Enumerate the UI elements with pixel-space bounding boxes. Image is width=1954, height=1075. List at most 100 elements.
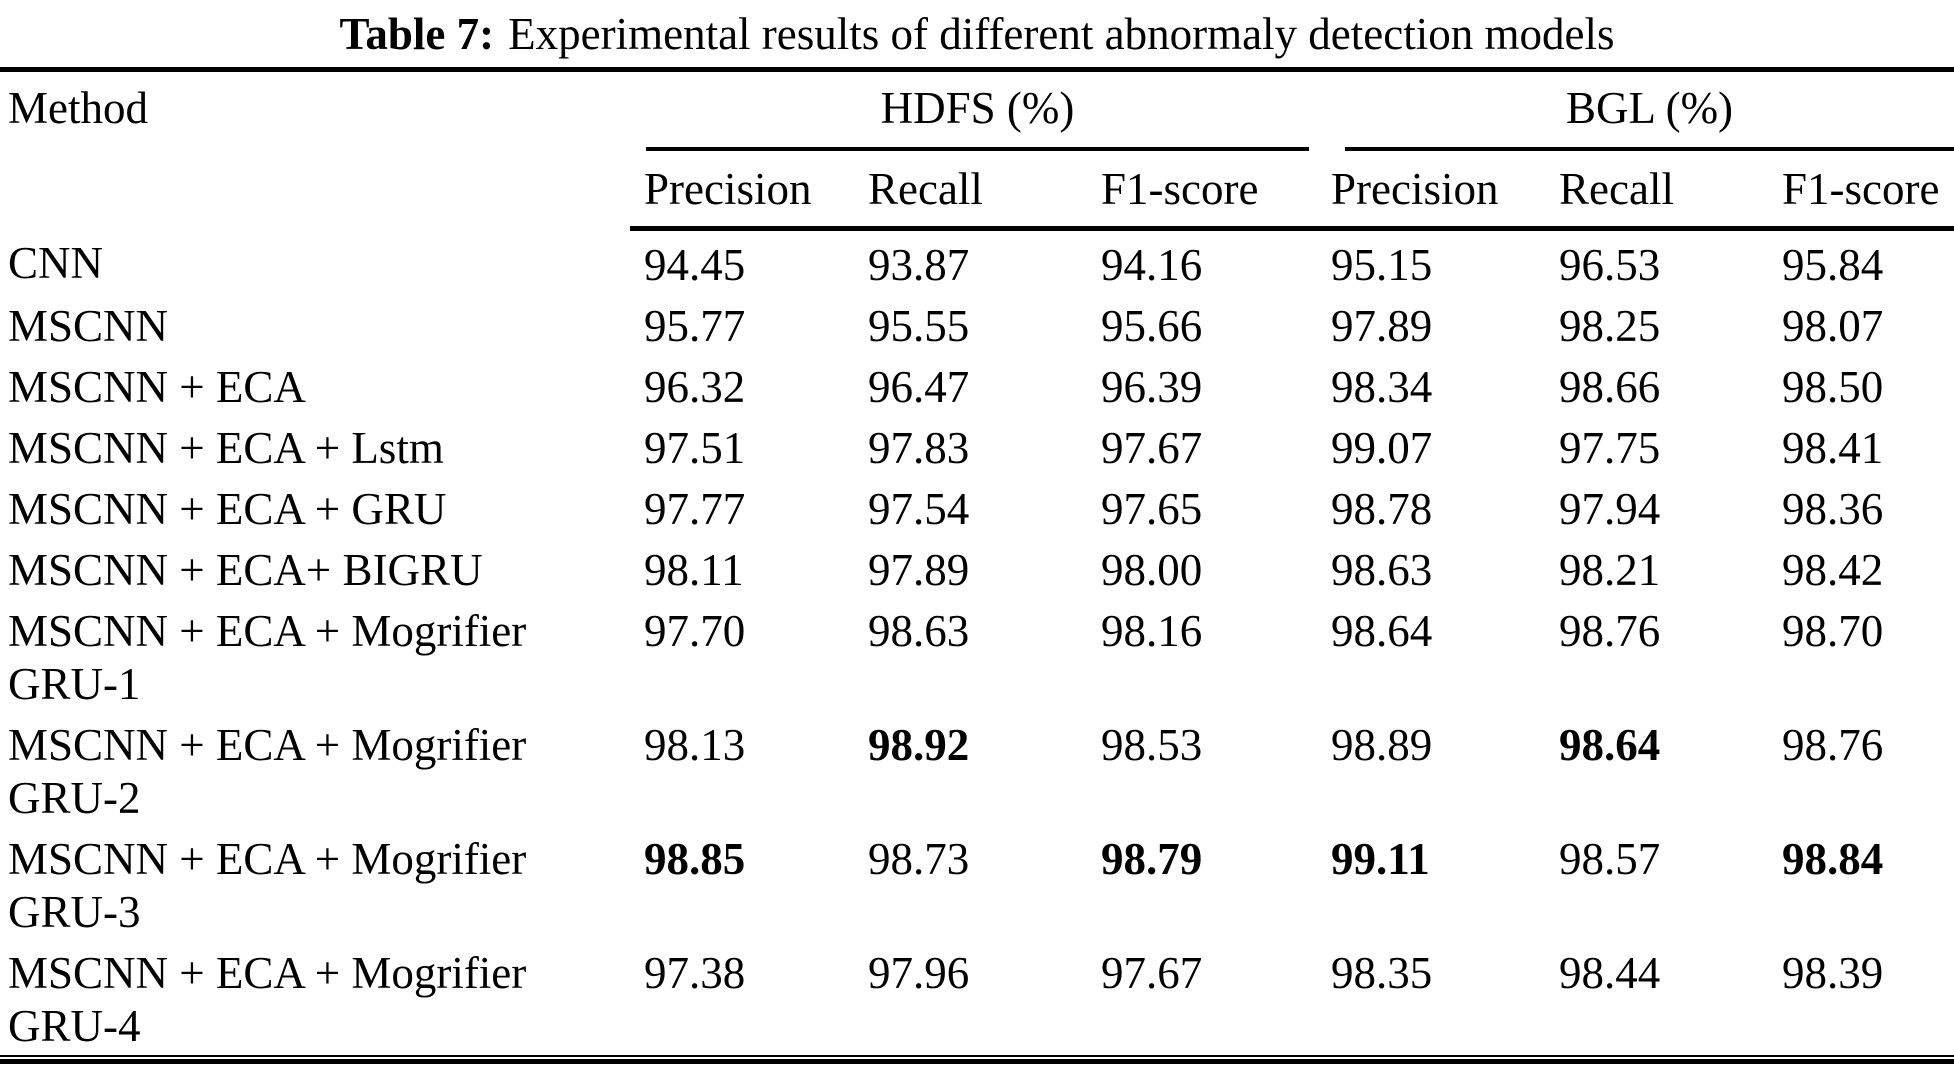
metric-cell: 98.84 [1782,834,1884,884]
metric-cell: 95.77 [644,301,746,351]
metric-cell: 98.34 [1331,362,1433,412]
metric-cell: 93.87 [868,240,970,290]
method-cell: MSCNN + ECA+ BIGRU [8,545,483,595]
metric-cell: 98.50 [1782,362,1884,412]
metric-cell: 98.07 [1782,301,1884,351]
metric-cell: 97.77 [644,484,746,534]
metric-cell: 98.64 [1559,720,1661,770]
method-cell: MSCNN + ECA + Mogrifier GRU-3 [8,834,527,937]
subheader-hdfs-f1: F1-score [1087,151,1318,231]
metric-cell: 98.39 [1782,948,1884,998]
metric-cell: 97.89 [868,545,970,595]
metric-cell: 97.51 [644,423,746,473]
caption-text: Experimental results of different abnorm… [508,9,1615,59]
metric-cell: 97.89 [1331,301,1433,351]
metric-cell: 96.32 [644,362,746,412]
table-row: MSCNN + ECA + Mogrifier GRU-3 98.85 98.7… [0,825,1954,939]
method-cell: MSCNN [8,301,169,351]
metric-cell: 99.07 [1331,423,1433,473]
group-header-bgl: BGL (%) [1317,70,1954,151]
metric-cell: 98.70 [1782,606,1884,656]
hdfs-group-underline: HDFS (%) [646,82,1310,151]
subheader-bgl-precision: Precision [1317,151,1546,231]
metric-cell: 98.66 [1559,362,1661,412]
bottom-double-rule [0,1055,1954,1064]
metric-cell: 98.00 [1101,545,1203,595]
metric-cell: 98.73 [868,834,970,884]
method-cell: MSCNN + ECA [8,362,306,412]
caption-label: Table 7: [339,9,495,59]
metric-cell: 97.94 [1559,484,1661,534]
method-cell: MSCNN + ECA + Mogrifier GRU-4 [8,948,527,1051]
subheader-bgl-recall: Recall [1545,151,1769,231]
metric-cell: 98.76 [1559,606,1661,656]
metric-cell: 98.35 [1331,948,1433,998]
metric-cell: 96.53 [1559,240,1661,290]
metric-cell: 97.67 [1101,948,1203,998]
table-row: MSCNN + ECA + Mogrifier GRU-2 98.13 98.9… [0,711,1954,825]
metric-cell: 98.63 [868,606,970,656]
metric-cell: 95.15 [1331,240,1433,290]
table-row: MSCNN + ECA 96.32 96.47 96.39 98.34 98.6… [0,353,1954,414]
subheader-bgl-f1: F1-score [1768,151,1954,231]
method-cell: CNN [8,237,104,288]
metric-cell: 97.96 [868,948,970,998]
metric-cell: 98.25 [1559,301,1661,351]
table-caption: Table 7: Experimental results of differen… [0,0,1954,67]
metric-cell: 98.76 [1782,720,1884,770]
method-cell: MSCNN + ECA + Lstm [8,423,444,473]
metric-cell: 95.66 [1101,301,1203,351]
metric-cell: 94.45 [644,240,746,290]
metric-cell: 97.54 [868,484,970,534]
method-cell: MSCNN + ECA + Mogrifier GRU-2 [8,720,527,823]
metric-cell: 98.21 [1559,545,1661,595]
bgl-group-underline: BGL (%) [1345,82,1954,151]
metric-cell: 98.64 [1331,606,1433,656]
table-row: MSCNN + ECA + GRU 97.77 97.54 97.65 98.7… [0,475,1954,536]
metric-cell: 98.44 [1559,948,1661,998]
table-row: MSCNN + ECA + Lstm 97.51 97.83 97.67 99.… [0,414,1954,475]
group-header-hdfs: HDFS (%) [630,70,1317,151]
table-row: CNN 94.45 93.87 94.16 95.15 96.53 95.84 [0,229,1954,293]
group-header-row: Method HDFS (%) BGL (%) [0,70,1954,151]
metric-cell: 99.11 [1331,834,1430,884]
table-row: MSCNN + ECA + Mogrifier GRU-4 97.38 97.9… [0,939,1954,1053]
method-cell: MSCNN + ECA + Mogrifier GRU-1 [8,606,527,709]
metric-cell: 97.83 [868,423,970,473]
table-row: MSCNN 95.77 95.55 95.66 97.89 98.25 98.0… [0,292,1954,353]
metric-cell: 98.79 [1101,834,1203,884]
metric-cell: 98.42 [1782,545,1884,595]
metric-cell: 98.41 [1782,423,1884,473]
metric-cell: 94.16 [1101,240,1203,290]
metric-cell: 98.63 [1331,545,1433,595]
metric-cell: 97.67 [1101,423,1203,473]
bgl-group-label: BGL (%) [1566,83,1734,133]
metric-cell: 97.65 [1101,484,1203,534]
metric-cell: 97.70 [644,606,746,656]
table-row: MSCNN + ECA + Mogrifier GRU-1 97.70 98.6… [0,597,1954,711]
metric-cell: 95.55 [868,301,970,351]
method-cell: MSCNN + ECA + GRU [8,484,447,534]
metric-cell: 98.57 [1559,834,1661,884]
metric-cell: 98.85 [644,834,746,884]
metric-cell: 96.39 [1101,362,1203,412]
metric-cell: 98.92 [868,720,970,770]
metric-cell: 98.36 [1782,484,1884,534]
metric-cell: 98.11 [644,545,744,595]
metric-cell: 98.13 [644,720,746,770]
table-row: MSCNN + ECA+ BIGRU 98.11 97.89 98.00 98.… [0,536,1954,597]
metric-cell: 98.53 [1101,720,1203,770]
metric-cell: 97.38 [644,948,746,998]
subheader-hdfs-recall: Recall [854,151,1087,231]
metric-cell: 98.89 [1331,720,1433,770]
metric-cell: 95.84 [1782,240,1884,290]
results-table: Method HDFS (%) BGL (%) Precision Recall… [0,67,1954,1053]
metric-cell: 97.75 [1559,423,1661,473]
metric-cell: 98.78 [1331,484,1433,534]
method-column-header: Method [8,83,148,133]
subheader-hdfs-precision: Precision [630,151,854,231]
metric-header-row: Precision Recall F1-score Precision Reca… [0,151,1954,231]
hdfs-group-label: HDFS (%) [880,83,1075,133]
metric-cell: 98.16 [1101,606,1203,656]
